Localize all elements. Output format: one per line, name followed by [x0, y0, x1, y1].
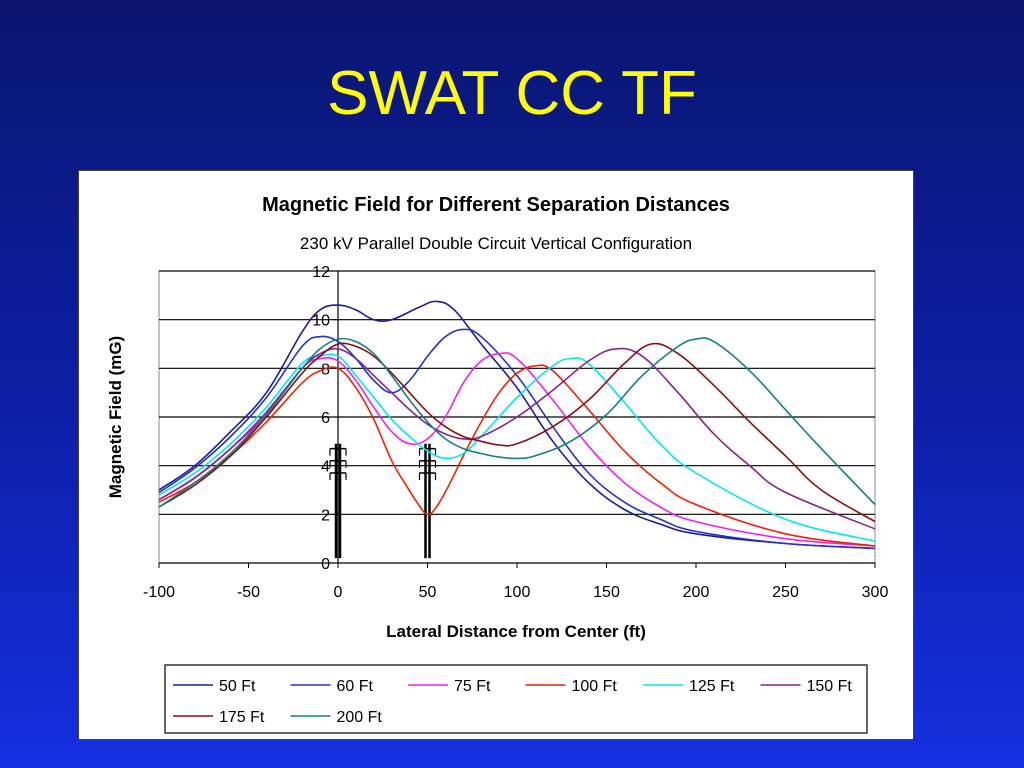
legend: 50 Ft 60 Ft 75 Ft 100 Ft 125 Ft 150 Ft 175 Ft 2…	[164, 664, 868, 734]
series-line-100-ft	[158, 364, 876, 547]
magnetic-field-chart: Magnetic Field for Different Separation …	[106, 194, 888, 734]
x-tick-label: 0	[334, 584, 343, 601]
chart-panel: Magnetic Field for Different Separation …	[78, 170, 914, 740]
legend-label: 75 Ft	[454, 678, 491, 695]
legend-label: 175 Ft	[219, 709, 265, 726]
y-tick-label: 8	[321, 361, 330, 378]
x-tick-label: 200	[683, 584, 710, 601]
series-line-50-ft	[158, 300, 876, 550]
x-tick-label: -50	[237, 584, 260, 601]
legend-label: 100 Ft	[572, 678, 618, 695]
series-line-175-ft	[158, 342, 876, 523]
x-tick-label: 100	[504, 584, 531, 601]
series-line-125-ft	[158, 353, 876, 542]
legend-label: 60 Ft	[337, 678, 374, 695]
series-line-200-ft	[158, 337, 876, 508]
chart-subtitle: 230 kV Parallel Double Circuit Vertical …	[300, 234, 692, 253]
plot-area: 0 2 4 6 8 10 12 -100 -50 0 50 100 150 200 250 300	[143, 264, 888, 601]
y-tick-label: 0	[321, 556, 330, 573]
slide-title: SWAT CC TF	[327, 59, 697, 128]
tower-icon	[329, 443, 347, 559]
chart-title: Magnetic Field for Different Separation …	[262, 194, 730, 216]
legend-label: 150 Ft	[807, 678, 853, 695]
y-axis-label: Magnetic Field (mG)	[106, 336, 125, 498]
x-tick-label: 150	[593, 584, 620, 601]
x-tick-label: 250	[772, 584, 799, 601]
series-line-60-ft	[158, 328, 876, 550]
x-axis-label: Lateral Distance from Center (ft)	[386, 622, 646, 641]
y-tick-label: 6	[321, 410, 330, 427]
y-tick-label: 4	[321, 459, 330, 476]
legend-label: 50 Ft	[219, 678, 256, 695]
y-tick-label: 10	[312, 313, 330, 330]
x-tick-label: -100	[143, 584, 175, 601]
y-tick-label: 12	[312, 264, 330, 281]
y-tick-label: 2	[321, 507, 330, 524]
legend-label: 200 Ft	[337, 709, 383, 726]
x-tick-label: 50	[419, 584, 437, 601]
x-tick-label: 300	[862, 584, 889, 601]
legend-box	[164, 664, 868, 734]
tower-icon	[418, 443, 437, 559]
legend-label: 125 Ft	[689, 678, 735, 695]
